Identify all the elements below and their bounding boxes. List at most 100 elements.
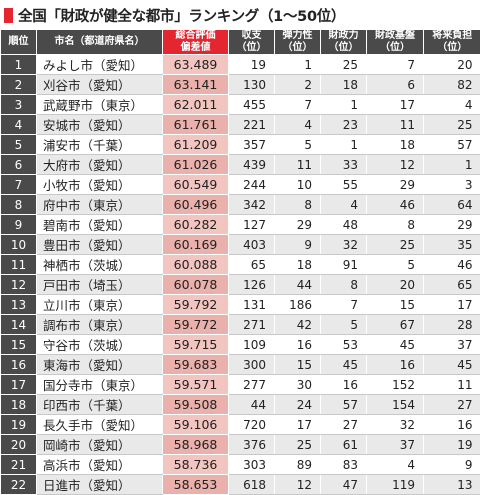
city-name-cell: 刈谷市（愛知）	[37, 75, 163, 95]
rank-cell: 20	[1, 435, 37, 455]
city-name-cell: 神栖市（茨城）	[37, 255, 163, 275]
future-burden-rank-cell: 9	[424, 455, 480, 475]
rank-cell: 2	[1, 75, 37, 95]
score-cell: 62.011	[163, 95, 229, 115]
rank-cell: 1	[1, 55, 37, 75]
score-cell: 59.683	[163, 355, 229, 375]
score-cell: 58.653	[163, 475, 229, 495]
fiscal-base-rank-cell: 7	[367, 55, 424, 75]
future-burden-rank-cell: 1	[424, 155, 480, 175]
rank-cell: 4	[1, 115, 37, 135]
elasticity-rank-cell: 24	[275, 395, 321, 415]
rank-cell: 13	[1, 295, 37, 315]
fiscal-power-rank-cell: 61	[321, 435, 367, 455]
elasticity-rank-cell: 4	[275, 115, 321, 135]
fiscal-power-rank-cell: 53	[321, 335, 367, 355]
elasticity-rank-cell: 11	[275, 155, 321, 175]
city-name-cell: 守谷市（茨城）	[37, 335, 163, 355]
rank-cell: 5	[1, 135, 37, 155]
elasticity-rank-cell: 7	[275, 95, 321, 115]
balance-rank-cell: 439	[229, 155, 275, 175]
fiscal-power-rank-cell: 27	[321, 415, 367, 435]
future-burden-rank-cell: 29	[424, 215, 480, 235]
balance-rank-cell: 303	[229, 455, 275, 475]
column-header-city: 市名（都道府県名）	[37, 30, 163, 55]
elasticity-rank-cell: 8	[275, 195, 321, 215]
title-bar: 全国「財政が健全な都市」ランキング（1〜50位）	[0, 0, 480, 30]
city-name-cell: 浦安市（千葉）	[37, 135, 163, 155]
score-cell: 58.968	[163, 435, 229, 455]
rank-cell: 7	[1, 175, 37, 195]
column-header-fiscal-base: 財政基盤 （位）	[367, 30, 424, 55]
rank-cell: 21	[1, 455, 37, 475]
fiscal-power-rank-cell: 57	[321, 395, 367, 415]
column-header-balance: 収支 （位）	[229, 30, 275, 55]
rank-cell: 15	[1, 335, 37, 355]
score-cell: 59.792	[163, 295, 229, 315]
score-cell: 63.141	[163, 75, 229, 95]
score-cell: 63.489	[163, 55, 229, 75]
balance-rank-cell: 376	[229, 435, 275, 455]
elasticity-rank-cell: 5	[275, 135, 321, 155]
fiscal-base-rank-cell: 17	[367, 95, 424, 115]
future-burden-rank-cell: 35	[424, 235, 480, 255]
city-name-cell: 印西市（千葉）	[37, 395, 163, 415]
fiscal-base-rank-cell: 4	[367, 455, 424, 475]
fiscal-power-rank-cell: 23	[321, 115, 367, 135]
score-cell: 60.078	[163, 275, 229, 295]
score-cell: 59.106	[163, 415, 229, 435]
fiscal-power-rank-cell: 25	[321, 55, 367, 75]
fiscal-base-rank-cell: 29	[367, 175, 424, 195]
future-burden-rank-cell: 37	[424, 335, 480, 355]
city-name-cell: 武蔵野市（東京）	[37, 95, 163, 115]
fiscal-power-rank-cell: 91	[321, 255, 367, 275]
rank-cell: 17	[1, 375, 37, 395]
fiscal-base-rank-cell: 67	[367, 315, 424, 335]
future-burden-rank-cell: 19	[424, 435, 480, 455]
city-name-cell: 長久手市（愛知）	[37, 415, 163, 435]
future-burden-rank-cell: 17	[424, 295, 480, 315]
balance-rank-cell: 244	[229, 175, 275, 195]
balance-rank-cell: 19	[229, 55, 275, 75]
city-name-cell: 府中市（東京）	[37, 195, 163, 215]
fiscal-base-rank-cell: 8	[367, 215, 424, 235]
future-burden-rank-cell: 4	[424, 95, 480, 115]
score-cell: 60.282	[163, 215, 229, 235]
fiscal-base-rank-cell: 119	[367, 475, 424, 495]
balance-rank-cell: 44	[229, 395, 275, 415]
city-name-cell: 安城市（愛知）	[37, 115, 163, 135]
balance-rank-cell: 357	[229, 135, 275, 155]
city-name-cell: 東海市（愛知）	[37, 355, 163, 375]
fiscal-base-rank-cell: 45	[367, 335, 424, 355]
column-header-fiscal-power: 財政力 （位）	[321, 30, 367, 55]
elasticity-rank-cell: 10	[275, 175, 321, 195]
balance-rank-cell: 127	[229, 215, 275, 235]
column-header-future-burden: 将来負担 （位）	[424, 30, 480, 55]
future-burden-rank-cell: 57	[424, 135, 480, 155]
fiscal-power-rank-cell: 83	[321, 455, 367, 475]
city-name-cell: 岡崎市（愛知）	[37, 435, 163, 455]
balance-rank-cell: 109	[229, 335, 275, 355]
balance-rank-cell: 403	[229, 235, 275, 255]
column-header-score: 総合評価 偏差値	[163, 30, 229, 55]
elasticity-rank-cell: 44	[275, 275, 321, 295]
rank-cell: 6	[1, 155, 37, 175]
fiscal-base-rank-cell: 20	[367, 275, 424, 295]
balance-rank-cell: 455	[229, 95, 275, 115]
future-burden-rank-cell: 11	[424, 375, 480, 395]
score-cell: 60.088	[163, 255, 229, 275]
rank-cell: 19	[1, 415, 37, 435]
balance-rank-cell: 130	[229, 75, 275, 95]
fiscal-power-rank-cell: 47	[321, 475, 367, 495]
elasticity-rank-cell: 25	[275, 435, 321, 455]
city-name-cell: みよし市（愛知）	[37, 55, 163, 75]
fiscal-base-rank-cell: 16	[367, 355, 424, 375]
future-burden-rank-cell: 45	[424, 355, 480, 375]
balance-rank-cell: 277	[229, 375, 275, 395]
